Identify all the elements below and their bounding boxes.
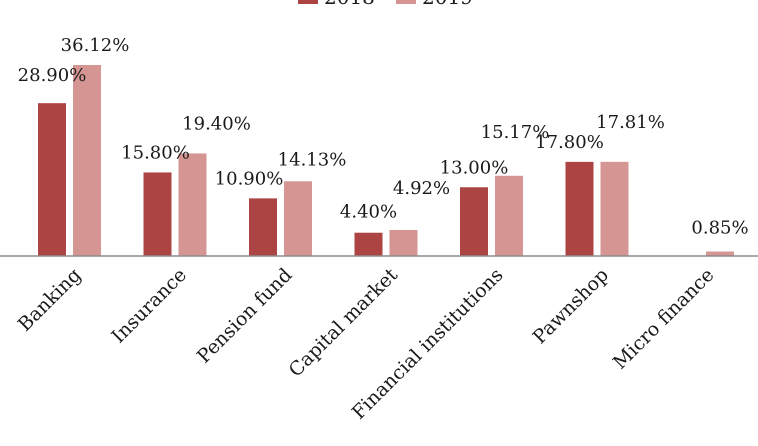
value-label-2019-micro-finance: 0.85%: [691, 218, 748, 239]
bar-2019-banking: [73, 65, 101, 256]
bar-2018-insurance: [143, 172, 172, 256]
bar-2018-pawnshop: [565, 161, 594, 256]
bar-2019-pension-fund: [284, 181, 312, 256]
value-label-2019-banking: 36.12%: [61, 35, 130, 56]
value-label-2018-banking: 28.90%: [18, 65, 87, 86]
bar-2018-banking: [38, 103, 66, 256]
bar-2018-capital-market: [354, 232, 383, 256]
bar-2019-insurance: [178, 153, 207, 256]
value-label-2018-capital-market: 4.40%: [340, 202, 397, 223]
bar-2019-micro-finance: [706, 251, 734, 256]
tick-label-pension-fund: Pension fund: [193, 264, 297, 368]
value-label-2019-capital-market: 4.92%: [393, 178, 450, 199]
legend-label-2019: 2019: [422, 0, 473, 9]
tick-label-insurance: Insurance: [107, 264, 191, 348]
bar-2019-pawnshop: [600, 161, 629, 256]
value-label-2018-financial-institutions: 13.00%: [440, 157, 509, 178]
value-label-2019-financial-institutions: 15.17%: [481, 122, 550, 143]
legend-label-2018: 2018: [324, 0, 375, 9]
value-labels: 28.90% 15.80% 10.90% 4.40% 13.00% 17.80% 36.12…: [18, 35, 749, 239]
tick-label-capital-market: Capital market: [285, 264, 403, 382]
tick-label-micro-finance: Micro finance: [609, 264, 719, 374]
legend-swatch-2018: [298, 0, 318, 4]
value-label-2018-insurance: 15.80%: [121, 142, 190, 163]
tick-label-pawnshop: Pawnshop: [529, 264, 613, 348]
legend-swatch-2019: [396, 0, 416, 4]
value-label-2019-insurance: 19.40%: [182, 113, 251, 134]
value-label-2019-pawnshop: 17.81%: [596, 112, 665, 133]
legend: 2018 2019: [298, 0, 473, 9]
bar-2018-pension-fund: [249, 198, 277, 256]
bar-2019-capital-market: [389, 229, 418, 256]
value-label-2019-pension-fund: 14.13%: [278, 149, 347, 170]
bars: [38, 65, 734, 256]
value-label-2018-pension-fund: 10.90%: [215, 168, 284, 189]
tick-label-banking: Banking: [14, 264, 86, 336]
value-label-2018-pawnshop: 17.80%: [535, 132, 604, 153]
bar-2018-financial-institutions: [460, 187, 488, 256]
bar-2019-financial-institutions: [495, 175, 523, 256]
